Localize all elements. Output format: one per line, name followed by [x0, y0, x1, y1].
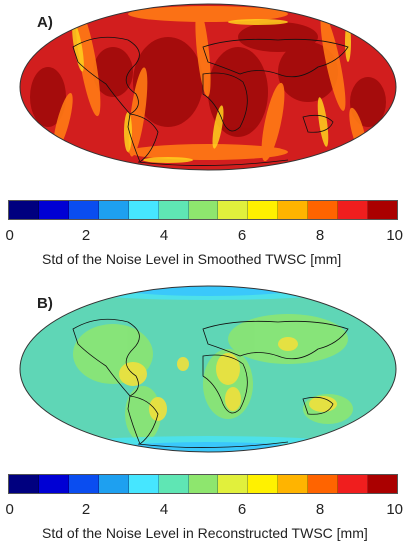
colorbar [8, 474, 398, 494]
colorbar-segment [368, 201, 397, 219]
colorbar-segment [248, 475, 279, 493]
colorbar-segment [338, 475, 369, 493]
map-smoothed-noise [19, 3, 397, 171]
colorbar-segment [218, 475, 249, 493]
colorbar [8, 200, 398, 220]
colorbar-segment [9, 201, 39, 219]
colorbar-segment [68, 201, 99, 219]
colorbar-segment [368, 475, 397, 493]
map-outline [19, 3, 397, 171]
map-reconstructed-noise [19, 285, 397, 453]
colorbar-tick-label: 6 [237, 227, 247, 244]
colorbar-title: Std of the Noise Level in Reconstructed … [42, 525, 368, 541]
colorbar-tick-label: 8 [315, 501, 325, 518]
colorbar-tick-label: 6 [237, 501, 247, 518]
colorbar-title: Std of the Noise Level in Smoothed TWSC … [42, 251, 342, 267]
colorbar-tick-label: 10 [386, 227, 404, 244]
panel-label: B) [37, 295, 53, 312]
colorbar-segment [308, 201, 339, 219]
colorbar-segment [308, 475, 339, 493]
colorbar-tick-label: 8 [315, 227, 325, 244]
colorbar-segment [38, 475, 69, 493]
map-outline [19, 285, 397, 453]
coastlines [72, 36, 349, 166]
colorbar-segment [218, 201, 249, 219]
colorbar-tick-label: 4 [159, 501, 169, 518]
colorbar-segment [68, 475, 99, 493]
colorbar-segment [9, 475, 39, 493]
colorbar-tick-label: 0 [5, 227, 14, 244]
coastlines [72, 318, 349, 448]
colorbar-segment [188, 475, 219, 493]
colorbar-segment [98, 201, 129, 219]
colorbar-segment [158, 201, 189, 219]
colorbar-tick-label: 4 [159, 227, 169, 244]
colorbar-segment [188, 201, 219, 219]
colorbar-tick-label: 0 [5, 501, 14, 518]
colorbar-tick-label: 2 [81, 227, 91, 244]
colorbar-segment [128, 475, 159, 493]
panel-label: A) [37, 14, 53, 31]
colorbar-ticks: 0 2 4 6 8 10 [5, 227, 403, 245]
south-cyan-band [58, 436, 358, 452]
medium-noise-streaks [53, 6, 367, 162]
colorbar-segment [38, 201, 69, 219]
colorbar-tick-label: 2 [81, 501, 91, 518]
colorbar-segment [338, 201, 369, 219]
colorbar-ticks: 0 2 4 6 8 10 [5, 501, 403, 519]
high-noise-regions [30, 22, 386, 137]
colorbar-segment [278, 201, 309, 219]
lower-noise-streaks [72, 19, 351, 163]
colorbar-segment [128, 201, 159, 219]
colorbar-segment [158, 475, 189, 493]
panel-smoothed: A) 0 2 4 6 8 10 Std of the Noise Level in Smo… [5, 3, 403, 267]
colorbar-tick-label: 10 [386, 501, 404, 518]
colorbar-segment [278, 475, 309, 493]
colorbar-segment [248, 201, 279, 219]
colorbar-segment [98, 475, 129, 493]
panel-reconstructed: B) 0 2 4 6 8 10 Std of the Noise Level in Rec… [0, 275, 413, 550]
north-cyan-band [58, 286, 358, 300]
